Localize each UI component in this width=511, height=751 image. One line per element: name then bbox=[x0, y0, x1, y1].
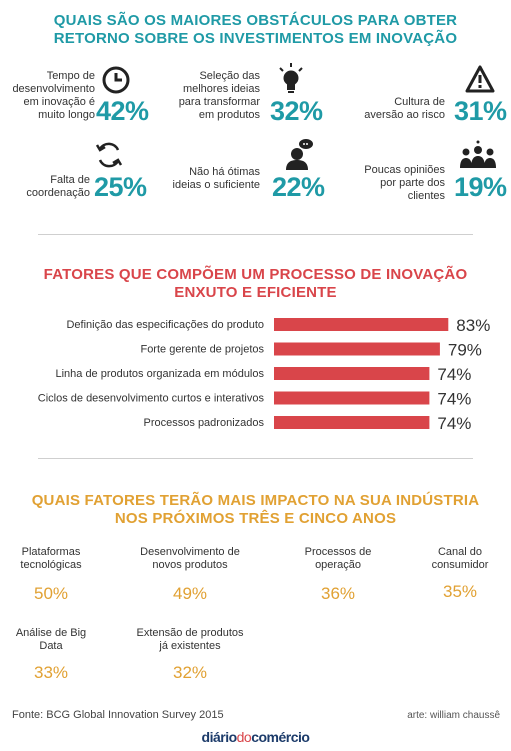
diario-do-comercio-logo: diáriodocomércio bbox=[201, 729, 310, 745]
impact-item-6: Extensão de produtos já existentes 32% bbox=[125, 627, 255, 683]
section1-title-line1: QUAIS SÃO OS MAIORES OBSTÁCULOS PARA OBT… bbox=[53, 12, 458, 29]
divider-2 bbox=[38, 458, 473, 459]
bar-value-5: 74% bbox=[437, 414, 471, 433]
section2-title-line1: FATORES QUE COMPÕEM UM PROCESSO DE INOVA… bbox=[43, 266, 468, 283]
obstacle-value-6: 19% bbox=[454, 172, 507, 202]
warning-icon bbox=[465, 65, 495, 95]
section3-title: QUAIS FATORES TERÃO MAIS IMPACTO NA SUA … bbox=[0, 492, 511, 528]
obstacle-label-5: Não há ótimas ideias o suficiente bbox=[172, 166, 260, 191]
impact-value-3: 36% bbox=[320, 584, 356, 603]
impact-value-2: 49% bbox=[172, 584, 208, 603]
impact-item-1: Plataformas tecnológicas 50% bbox=[8, 546, 94, 604]
bar-1 bbox=[274, 318, 449, 331]
section1-title: QUAIS SÃO OS MAIORES OBSTÁCULOS PARA OBT… bbox=[0, 12, 511, 48]
obstacle-value-1: 42% bbox=[96, 96, 149, 126]
bar-4 bbox=[274, 391, 430, 405]
obstacle-value-2: 32% bbox=[270, 96, 323, 126]
obstacle-label-2: Seleção das melhores ideias para transfo… bbox=[178, 70, 260, 121]
impact-item-4: Canal do consumidor 35% bbox=[420, 546, 500, 602]
impact-value-5: 33% bbox=[33, 663, 69, 682]
bar-label-5: Processos padronizados bbox=[144, 417, 265, 429]
obstacle-value-4: 25% bbox=[94, 172, 147, 202]
bar-label-3: Linha de produtos organizada em módulos bbox=[55, 368, 264, 380]
bar-label-4: Ciclos de desenvolvimento curtos e inter… bbox=[38, 393, 265, 405]
obstacle-value-5: 22% bbox=[272, 172, 325, 202]
section3-title-line2: NOS PRÓXIMOS TRÊS E CINCO ANOS bbox=[114, 510, 397, 527]
factors-bar-chart: Definição das especificações do produto 8… bbox=[0, 310, 511, 435]
bar-label-1: Definição das especificações do produto bbox=[66, 319, 264, 331]
section1-title-line2: RETORNO SOBRE OS INVESTIMENTOS EM INOVAÇ… bbox=[53, 30, 458, 47]
people-icon bbox=[458, 140, 498, 170]
section2-title-line2: ENXUTO E EFICIENTE bbox=[174, 284, 337, 301]
impact-value-6: 32% bbox=[172, 663, 208, 682]
section2-title: FATORES QUE COMPÕEM UM PROCESSO DE INOVA… bbox=[0, 266, 511, 302]
impact-value-4: 35% bbox=[442, 582, 478, 601]
bar-2 bbox=[274, 342, 440, 356]
section3-title-line1: QUAIS FATORES TERÃO MAIS IMPACTO NA SUA … bbox=[31, 492, 480, 509]
obstacle-label-3: Cultura de aversão ao risco bbox=[364, 96, 445, 121]
bar-value-4: 74% bbox=[437, 390, 471, 409]
divider-1 bbox=[38, 234, 473, 235]
obstacle-label-4: Falta de coordenação bbox=[26, 174, 90, 199]
bar-5 bbox=[274, 416, 430, 429]
bar-chart-svg: Definição das especificações do produto 8… bbox=[38, 316, 491, 433]
source-note: Fonte: BCG Global Innovation Survey 2015 bbox=[12, 709, 224, 721]
obstacle-label-1: Tempo de desenvolvimento em inovação é m… bbox=[12, 70, 95, 121]
clock-icon bbox=[101, 65, 131, 95]
art-credit: arte: william chaussê bbox=[407, 710, 500, 721]
impact-value-1: 50% bbox=[33, 584, 69, 603]
impact-item-5: Análise de Big Data 33% bbox=[8, 627, 94, 683]
bar-value-3: 74% bbox=[437, 365, 471, 384]
bar-value-1: 83% bbox=[456, 316, 490, 335]
thinking-person-icon bbox=[283, 138, 313, 170]
refresh-icon bbox=[94, 140, 124, 170]
obstacle-value-3: 31% bbox=[454, 96, 507, 126]
bar-3 bbox=[274, 367, 430, 380]
impact-item-2: Desenvolvimento de novos produtos 49% bbox=[125, 546, 255, 604]
bar-value-2: 79% bbox=[448, 341, 482, 360]
impact-item-3: Processos de operação 36% bbox=[290, 546, 386, 604]
bar-label-2: Forte gerente de projetos bbox=[140, 344, 264, 356]
obstacle-label-6: Poucas opiniões por parte dos clientes bbox=[364, 164, 445, 202]
lightbulb-icon bbox=[276, 63, 306, 93]
